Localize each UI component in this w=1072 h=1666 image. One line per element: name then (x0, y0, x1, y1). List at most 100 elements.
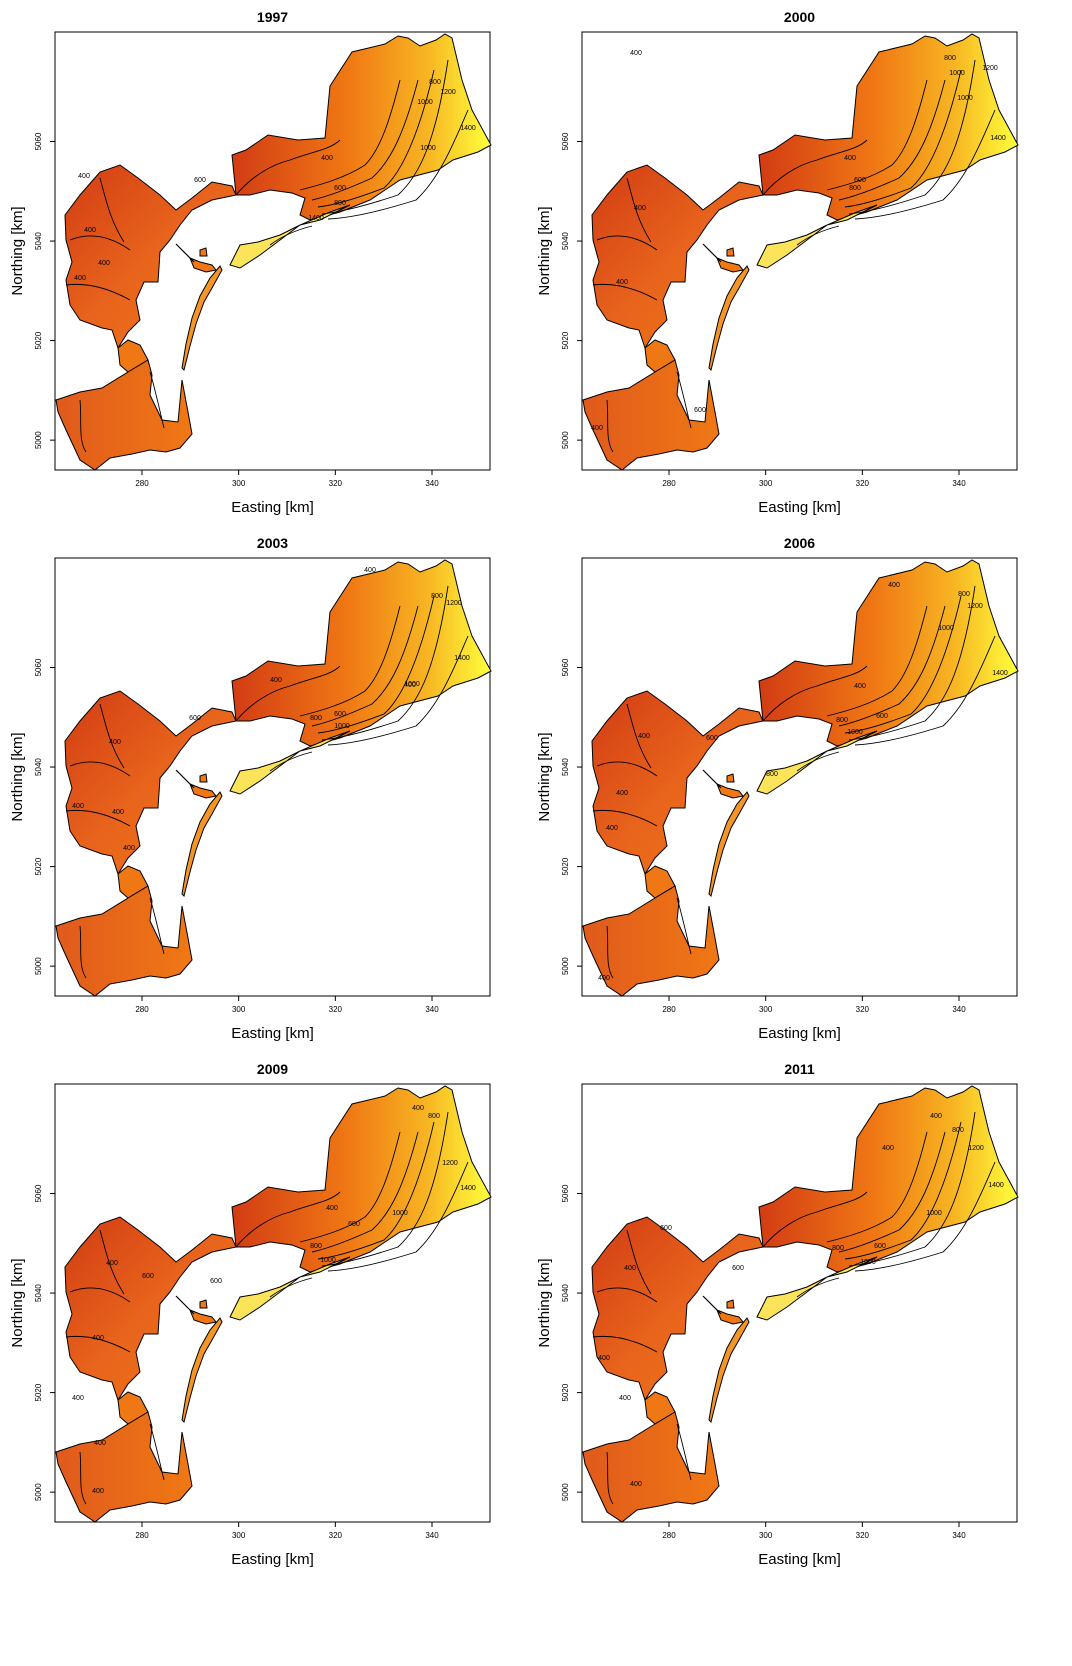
contour-line (796, 225, 840, 246)
contour-label: 1400 (992, 670, 1008, 677)
contour-label: 400 (619, 1395, 631, 1402)
contour-line (235, 665, 341, 722)
contour-line (327, 635, 469, 746)
isthmus-line (702, 1295, 722, 1315)
contour-line (65, 1335, 131, 1353)
region-west (591, 1216, 764, 1402)
x-tick-label: 320 (329, 1531, 343, 1540)
isthmus-line (175, 769, 195, 789)
y-tick-label: 5040 (34, 758, 43, 776)
contour-label: 600 (334, 185, 346, 192)
x-tick-label: 280 (135, 1005, 149, 1014)
region-south (582, 359, 720, 471)
region-east (231, 1085, 492, 1273)
y-tick-label: 5000 (561, 957, 570, 975)
region-coast (756, 1256, 878, 1321)
contour-line (848, 1111, 976, 1267)
region-islet (199, 1299, 208, 1309)
x-tick-label: 340 (952, 1531, 966, 1540)
contour-line (69, 235, 131, 251)
region-islet (189, 257, 217, 273)
contour-label: 1400 (990, 135, 1006, 142)
contour-label: 600 (854, 177, 866, 184)
contour-line (299, 605, 401, 717)
x-tick-label: 300 (232, 479, 246, 488)
y-axis-label: Northing [km] (536, 732, 553, 821)
contour-label: 600 (189, 715, 201, 722)
contour-line (99, 703, 125, 769)
region-coast (229, 730, 351, 795)
contour-label: 400 (106, 1260, 118, 1267)
x-tick-label: 280 (662, 1531, 676, 1540)
contour-label: 800 (431, 593, 443, 600)
contour-label: 600 (874, 1243, 886, 1250)
contour-line (321, 585, 449, 741)
x-tick-label: 340 (952, 1005, 966, 1014)
contour-label: 400 (598, 975, 610, 982)
chart-panel-1997: 400 400 400 400 400 600 600 800 800 1000 1000 1200 1… (9, 9, 492, 516)
contour-label: 1200 (967, 603, 983, 610)
contour-label: 400 (634, 205, 646, 212)
contour-label: 400 (112, 809, 124, 816)
x-tick-label: 320 (856, 1531, 870, 1540)
contour-line (838, 605, 946, 727)
y-tick-label: 5040 (34, 232, 43, 250)
contour-line (311, 605, 419, 727)
y-axis-label: Northing [km] (9, 1258, 26, 1347)
x-axis-label: Easting [km] (231, 499, 314, 516)
contour-line (149, 371, 165, 429)
x-tick-label: 300 (232, 1531, 246, 1540)
contour-label: 400 (326, 1205, 338, 1212)
y-tick-label: 5020 (561, 1383, 570, 1401)
y-tick-label: 5000 (561, 431, 570, 449)
contour-line (149, 1423, 165, 1481)
y-tick-label: 5060 (34, 658, 43, 676)
contour-line (99, 177, 125, 243)
contour-line (69, 761, 131, 777)
x-axis-label: Easting [km] (758, 1025, 841, 1042)
y-tick-label: 5020 (34, 1383, 43, 1401)
contour-line (235, 139, 341, 196)
contour-line (321, 59, 449, 215)
contour-line (69, 1287, 131, 1303)
contour-label: 600 (660, 1225, 672, 1232)
chart-panel-2011: 400 400 400 400 400 400 600 600 600 800 800 1000 100… (536, 1061, 1019, 1568)
x-tick-label: 320 (856, 1005, 870, 1014)
contour-label: 1000 (926, 1210, 942, 1217)
contour-line (676, 371, 692, 429)
x-tick-label: 300 (759, 1531, 773, 1540)
contour-line (676, 897, 692, 955)
contour-label: 1200 (442, 1160, 458, 1167)
region-east (231, 33, 492, 221)
region-spit (708, 791, 750, 897)
contour-line (848, 59, 976, 215)
isthmus-line (702, 769, 722, 789)
y-axis-label: Northing [km] (536, 206, 553, 295)
contour-line (317, 1121, 435, 1260)
contour-line (854, 1161, 996, 1272)
contour-line (592, 1335, 658, 1353)
contour-label: 1400 (308, 215, 324, 222)
contour-line (79, 925, 87, 979)
region-spit (708, 1317, 750, 1423)
isthmus-line (175, 243, 195, 263)
chart-panel-2000: 4004004004004006006008008001000100012001… (536, 9, 1019, 516)
chart-title: 2003 (257, 535, 288, 551)
contour-line (149, 897, 165, 955)
contour-label: 400 (404, 682, 416, 689)
region-west (64, 690, 237, 876)
contour-label: 800 (952, 1127, 964, 1134)
contour-label: 1200 (446, 600, 462, 607)
region-west (64, 1216, 237, 1402)
contour-label: 400 (616, 790, 628, 797)
x-tick-label: 280 (662, 479, 676, 488)
contour-label: 1000 (404, 681, 420, 688)
contour-label: 400 (888, 582, 900, 589)
contour-line (592, 809, 658, 827)
contour-line (626, 1229, 652, 1295)
contour-label: 800 (334, 200, 346, 207)
region-spit (181, 791, 223, 897)
x-tick-label: 300 (759, 479, 773, 488)
contour-line (838, 79, 946, 201)
